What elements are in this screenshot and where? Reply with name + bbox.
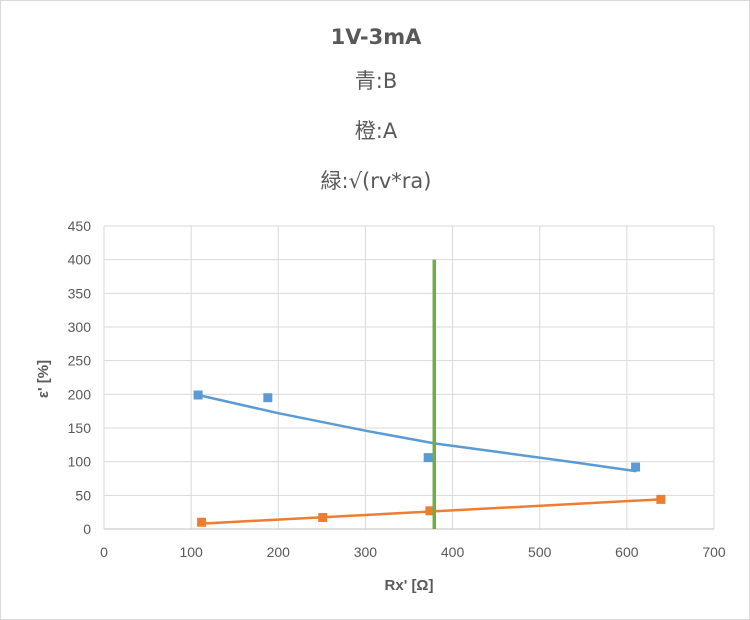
- chart-title: 1V-3mA: [330, 25, 422, 49]
- grid-lines: [104, 225, 715, 529]
- y-tick-label: 100: [68, 454, 92, 470]
- series-1-point: [425, 506, 435, 516]
- x-tick-label: 500: [528, 544, 552, 560]
- x-axis-title: Rx' [Ω]: [385, 577, 434, 594]
- series-0-trendline: [196, 393, 637, 473]
- series-1-point: [197, 517, 207, 527]
- series-1-point: [318, 513, 328, 523]
- y-tick-label: 300: [68, 319, 92, 335]
- y-tick-label: 450: [68, 218, 92, 234]
- chart-subtitle-green: 緑:√(rv*ra): [320, 169, 432, 193]
- y-axis-title: ε' [%]: [35, 360, 52, 398]
- series-layer: [193, 259, 666, 529]
- y-tick-label: 150: [68, 420, 92, 436]
- x-tick-label: 300: [354, 544, 378, 560]
- y-tick-label: 200: [68, 386, 92, 402]
- chart-subtitle-blue: 青:B: [354, 69, 398, 93]
- y-tick-label: 400: [68, 252, 92, 268]
- series-0-point: [193, 390, 203, 400]
- x-tick-label: 600: [615, 544, 639, 560]
- y-tick-label: 350: [68, 285, 92, 301]
- x-tick-label: 400: [441, 544, 465, 560]
- series-0-point: [263, 393, 273, 403]
- y-tick-label: 50: [75, 487, 91, 503]
- series-0-point: [423, 453, 433, 463]
- series-0-point: [631, 462, 641, 472]
- x-tick-label: 100: [179, 544, 203, 560]
- axes: [103, 226, 714, 530]
- x-tick-label: 200: [267, 544, 291, 560]
- series-1-point: [656, 494, 666, 504]
- tick-labels: 0 50 100 150 200 250 300 350 400 450 0 100 200 300 400…: [68, 218, 726, 560]
- x-tick-label: 0: [100, 544, 108, 560]
- x-tick-label: 700: [702, 544, 726, 560]
- chart-subtitle-orange: 橙:A: [354, 119, 398, 143]
- y-tick-label: 250: [68, 353, 92, 369]
- y-tick-label: 0: [83, 521, 91, 537]
